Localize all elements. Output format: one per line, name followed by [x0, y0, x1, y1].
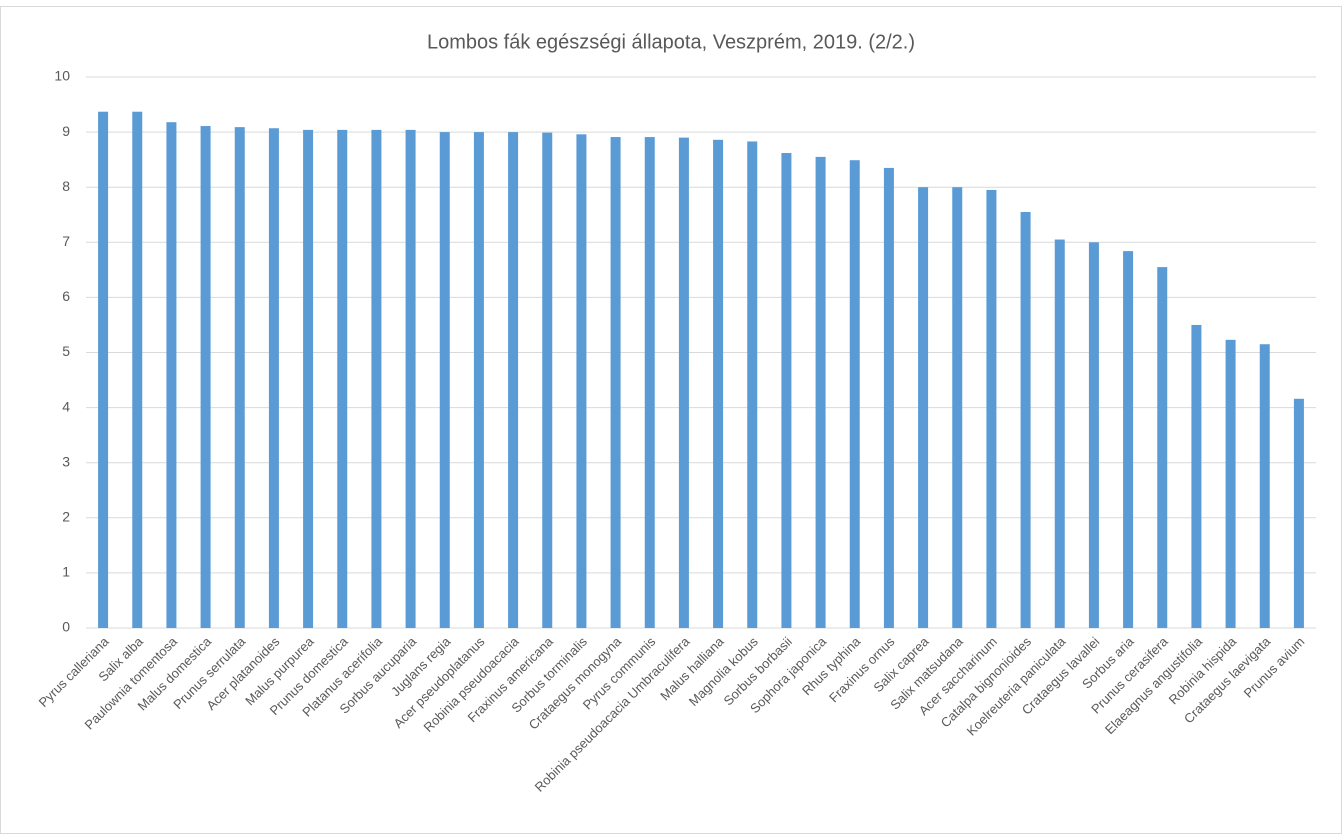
bar	[234, 127, 245, 629]
bar	[337, 129, 348, 628]
bar	[303, 129, 314, 628]
bar	[166, 122, 177, 628]
chart-title: Lombos fák egészségi állapota, Veszprém,…	[427, 31, 915, 53]
bar	[576, 134, 587, 628]
chart-border	[0, 6, 1342, 834]
y-tick-label: 10	[54, 68, 70, 84]
bar	[268, 128, 279, 629]
y-tick-label: 8	[62, 178, 70, 194]
bar	[98, 111, 109, 628]
bar	[713, 139, 724, 628]
bar	[1157, 267, 1168, 628]
bar	[986, 189, 997, 628]
bar	[542, 132, 553, 628]
y-tick-label: 9	[62, 123, 70, 139]
bar	[1225, 339, 1236, 628]
y-tick-label: 3	[62, 453, 70, 469]
y-tick-label: 6	[62, 288, 70, 304]
bar	[405, 129, 416, 628]
bar	[1088, 242, 1099, 629]
y-tick-label: 1	[62, 564, 70, 580]
bar	[1020, 211, 1031, 628]
bar	[815, 156, 826, 628]
bar	[918, 187, 929, 628]
bar	[644, 137, 655, 628]
bar	[371, 129, 382, 628]
y-tick-label: 4	[62, 398, 70, 414]
bar	[132, 111, 143, 628]
bar	[1191, 324, 1202, 628]
bar	[883, 167, 894, 629]
bar	[1054, 239, 1065, 629]
bar	[610, 137, 621, 628]
y-tick-label: 0	[62, 619, 70, 635]
bar	[678, 137, 689, 629]
bar	[1259, 344, 1270, 628]
bar	[200, 126, 211, 628]
bar	[1293, 398, 1304, 628]
y-tick-label: 7	[62, 233, 70, 249]
bar	[439, 132, 450, 628]
bar	[473, 132, 484, 628]
bar	[952, 187, 963, 628]
y-tick-label: 5	[62, 343, 70, 359]
bar	[849, 160, 860, 629]
bar	[1123, 251, 1134, 628]
bar	[508, 132, 519, 628]
y-tick-label: 2	[62, 509, 70, 525]
bar	[747, 141, 758, 629]
bar	[781, 153, 792, 628]
